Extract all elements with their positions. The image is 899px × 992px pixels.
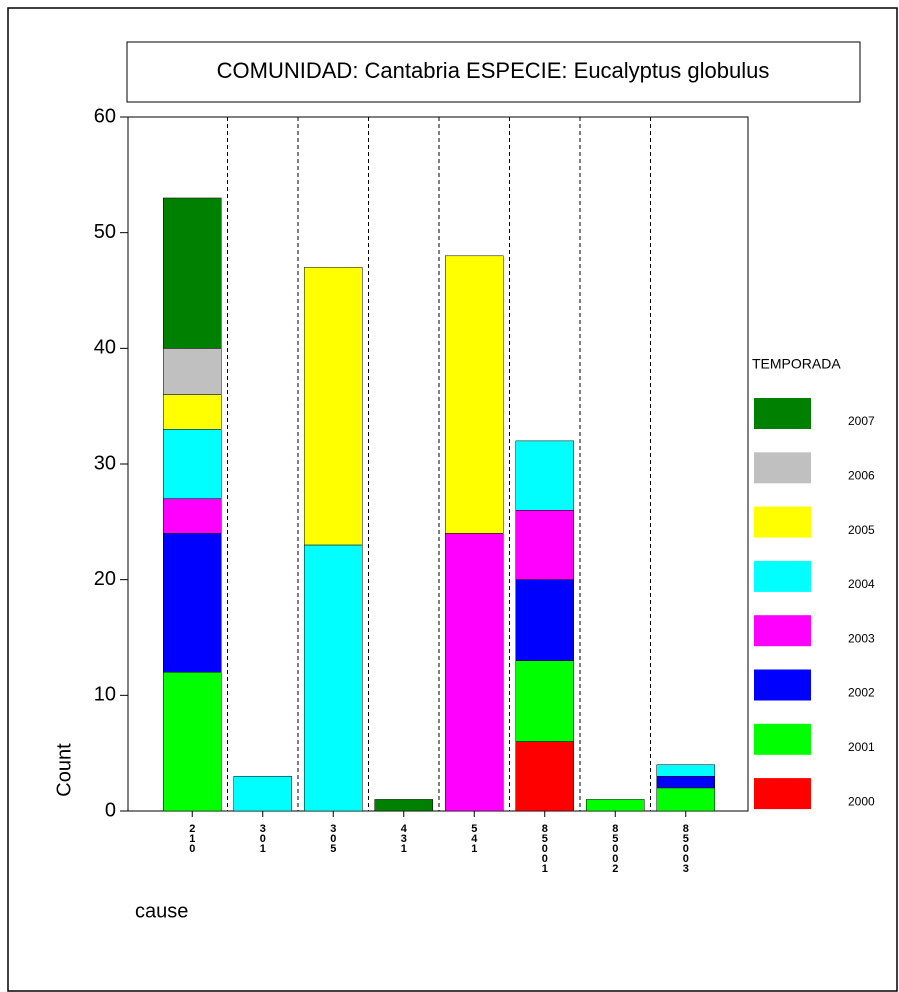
x-tick-label: 210 — [186, 823, 198, 853]
legend-label: 2007 — [848, 414, 875, 428]
bar-segment — [515, 741, 574, 812]
y-tick-label: 40 — [94, 337, 116, 359]
bar-segment — [656, 764, 715, 777]
y-tick-label: 0 — [105, 799, 116, 821]
x-tick-label: 541 — [468, 823, 480, 853]
bar-segment — [586, 799, 645, 812]
legend-label: 2005 — [848, 523, 875, 537]
x-tick-label: 301 — [257, 823, 269, 853]
x-tick-label: 305 — [327, 823, 339, 853]
legend-swatch — [754, 560, 811, 592]
legend-label: 2003 — [848, 631, 875, 645]
bar-segment — [515, 510, 574, 580]
bar-segment — [374, 799, 433, 812]
bar-segment — [656, 787, 715, 812]
legend-label: 2001 — [848, 740, 875, 754]
legend-label: 2004 — [848, 577, 875, 591]
legend-swatch — [754, 615, 811, 647]
bar-segment — [163, 348, 222, 395]
legend-swatch — [754, 506, 811, 538]
title-box — [126, 41, 861, 103]
bar-segment — [445, 533, 504, 812]
x-tick-label: 85003 — [680, 823, 692, 873]
bar-segment — [304, 544, 363, 812]
bar-segment — [163, 429, 222, 499]
y-tick-label: 10 — [94, 684, 116, 706]
bar-segment — [515, 579, 574, 661]
y-tick-label: 50 — [94, 221, 116, 243]
legend-swatch — [754, 398, 811, 429]
bar-segment — [163, 533, 222, 673]
bar-segment — [515, 440, 574, 511]
y-tick-label: 60 — [94, 105, 116, 127]
chart-title: COMUNIDAD: Cantabria ESPECIE: Eucalyptus… — [217, 58, 770, 83]
y-axis-label: Count — [53, 743, 75, 797]
legend-label: 2006 — [848, 468, 875, 482]
bar-segment — [163, 197, 222, 349]
bar-segment — [163, 498, 222, 534]
x-tick-label: 85001 — [539, 823, 551, 873]
bar-segment — [445, 255, 504, 534]
bar-segment — [656, 776, 715, 789]
bar-segment — [163, 394, 222, 430]
legend-label: 2002 — [848, 686, 875, 700]
legend-swatch — [754, 669, 811, 701]
y-tick-label: 30 — [94, 452, 116, 474]
bar-segment — [304, 267, 363, 546]
bar-segment — [163, 671, 222, 812]
x-tick-label: 85002 — [609, 823, 621, 873]
x-axis-label: cause — [135, 900, 188, 922]
bar-segment — [515, 660, 574, 742]
legend-swatch — [754, 452, 811, 484]
legend-label: 2000 — [848, 794, 875, 808]
bar-segment — [233, 776, 292, 812]
legend-swatch — [754, 778, 811, 810]
y-tick-label: 20 — [94, 568, 116, 590]
legend-swatch — [754, 723, 811, 755]
legend-title: TEMPORADA — [752, 356, 841, 372]
x-tick-label: 431 — [398, 823, 410, 853]
